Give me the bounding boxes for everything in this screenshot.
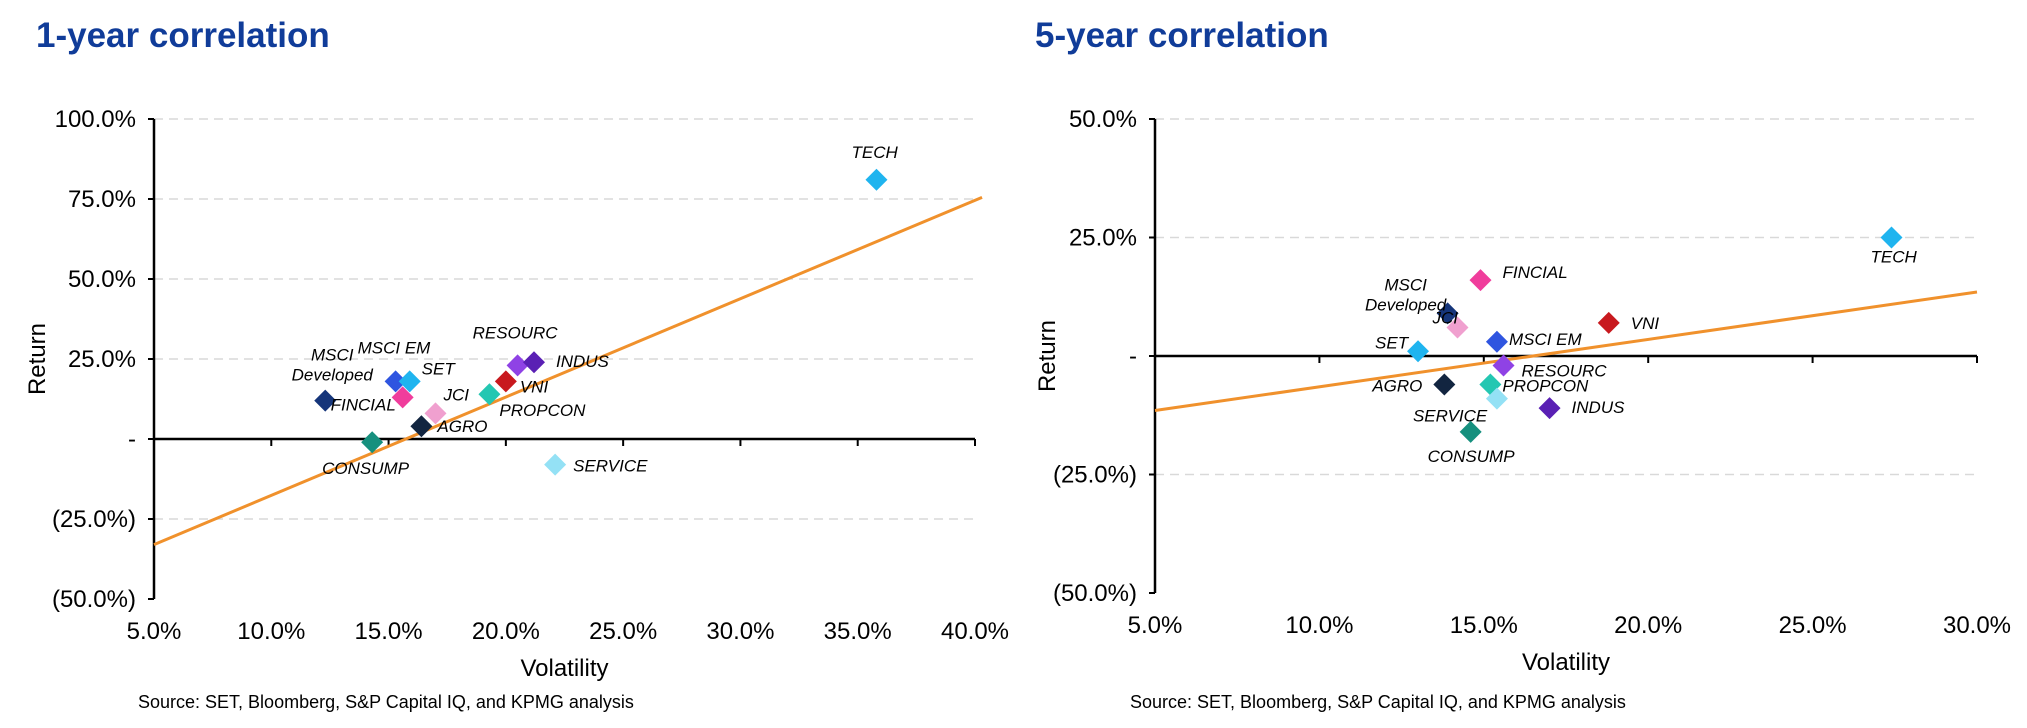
point-label: RESOURC <box>473 323 559 342</box>
point-label: JCI <box>1431 309 1458 328</box>
trendline <box>153 196 983 546</box>
point-consump <box>1459 420 1482 443</box>
point-tech <box>1880 226 1903 249</box>
scatter-chart-5-year: 50.0% 25.0% - (25.0%) (50.0%) 5.0% 10.0% 15.0% 2… <box>1034 106 2011 676</box>
point-label: TECH <box>1871 248 1918 267</box>
y-tick-label: 50.0% <box>68 266 136 293</box>
y-tick-label: 100.0% <box>55 106 136 133</box>
x-tick-label: 5.0% <box>1128 612 1183 639</box>
point-label: SERVICE <box>573 457 648 476</box>
x-tick-label: 10.0% <box>237 618 305 645</box>
point-vni <box>1597 311 1620 334</box>
y-tick-label: - <box>128 426 136 453</box>
point-label: MSCI EM <box>358 338 432 357</box>
point-service <box>544 453 567 476</box>
x-tick-label: 40.0% <box>941 618 1009 645</box>
point-agro <box>1433 373 1456 396</box>
y-tick-label: (25.0%) <box>52 506 136 533</box>
point-set <box>398 370 421 393</box>
x-tick-label: 30.0% <box>1943 612 2011 639</box>
x-tick-label: 5.0% <box>127 618 182 645</box>
chart-title: 1-year correlation <box>36 16 330 55</box>
point-indus <box>523 351 546 374</box>
point-label: PROPCON <box>1502 376 1589 395</box>
right-chart-panel: 5-year correlation 50.0% 25.0% - (25.0%) (50… <box>1010 0 2027 728</box>
scatter-chart-1-year: 100.0% 75.0% 50.0% 25.0% - (25.0%) (50.0%) 5.0%… <box>24 106 1009 682</box>
point-fincial <box>1469 269 1492 292</box>
point-agro <box>410 415 433 438</box>
point-label: MSCI EM <box>1509 330 1583 349</box>
point-resourc <box>506 354 529 377</box>
point-label: MSCI Developed <box>1365 275 1447 314</box>
point-jci <box>424 402 447 425</box>
y-axis-title: Return <box>24 323 51 395</box>
point-tech <box>865 168 888 191</box>
source-note: Source: SET, Bloomberg, S&P Capital IQ, … <box>138 692 634 712</box>
y-tick-label: (50.0%) <box>52 586 136 613</box>
point-label: VNI <box>1631 314 1660 333</box>
point-label: SET <box>422 359 457 378</box>
point-msci-developed <box>314 389 337 412</box>
x-tick-label: 35.0% <box>824 618 892 645</box>
point-propcon <box>478 383 501 406</box>
y-tick-label: (25.0%) <box>1053 462 1137 489</box>
x-axis-title: Volatility <box>1522 649 1610 676</box>
trendline <box>1154 290 1978 412</box>
point-label: PROPCON <box>499 401 586 420</box>
point-label: VNI <box>520 377 549 396</box>
y-tick-label: 25.0% <box>1069 225 1137 252</box>
x-tick-label: 20.0% <box>472 618 540 645</box>
point-indus <box>1538 397 1561 420</box>
point-label: AGRO <box>436 417 487 436</box>
source-note: Source: SET, Bloomberg, S&P Capital IQ, … <box>1130 692 1626 712</box>
point-label: TECH <box>851 143 898 162</box>
point-label: FINCIAL <box>331 395 396 414</box>
y-axis-title: Return <box>1034 320 1061 392</box>
x-tick-label: 10.0% <box>1285 612 1353 639</box>
y-tick-label: 50.0% <box>1069 106 1137 133</box>
x-tick-label: 25.0% <box>589 618 657 645</box>
y-tick-label: 25.0% <box>68 346 136 373</box>
point-msci-em <box>1485 330 1508 353</box>
x-tick-label: 25.0% <box>1779 612 1847 639</box>
point-label: INDUS <box>1572 398 1626 417</box>
point-label: AGRO <box>1371 376 1422 395</box>
x-tick-label: 30.0% <box>706 618 774 645</box>
point-msci-developed <box>1436 302 1459 325</box>
chart-title: 5-year correlation <box>1035 16 1329 55</box>
point-label: CONSUMP <box>322 459 410 478</box>
point-jci <box>1446 316 1469 339</box>
point-service <box>1485 387 1508 410</box>
x-tick-label: 20.0% <box>1614 612 1682 639</box>
point-label: RESOURC <box>1522 361 1608 380</box>
y-tick-label: (50.0%) <box>1053 580 1137 607</box>
point-label: SET <box>1375 333 1410 352</box>
x-tick-label: 15.0% <box>355 618 423 645</box>
point-resourc <box>1492 354 1515 377</box>
point-label: FINCIAL <box>1503 263 1568 282</box>
point-consump <box>361 431 384 454</box>
point-fincial <box>391 386 414 409</box>
y-tick-label: 75.0% <box>68 186 136 213</box>
point-vni <box>494 370 517 393</box>
y-tick-label: - <box>1129 343 1137 370</box>
point-set <box>1407 340 1430 363</box>
left-chart-panel: 1-year correlation 100.0% 75.0% 50.0% 25.0%… <box>0 0 1010 728</box>
point-label: INDUS <box>556 352 610 371</box>
point-label: JCI <box>442 385 469 404</box>
point-msci-em <box>384 370 407 393</box>
point-label: CONSUMP <box>1428 447 1516 466</box>
x-tick-label: 15.0% <box>1450 612 1518 639</box>
point-label: MSCI Developed <box>292 346 374 385</box>
point-label: SERVICE <box>1413 407 1488 426</box>
x-axis-title: Volatility <box>520 655 608 682</box>
